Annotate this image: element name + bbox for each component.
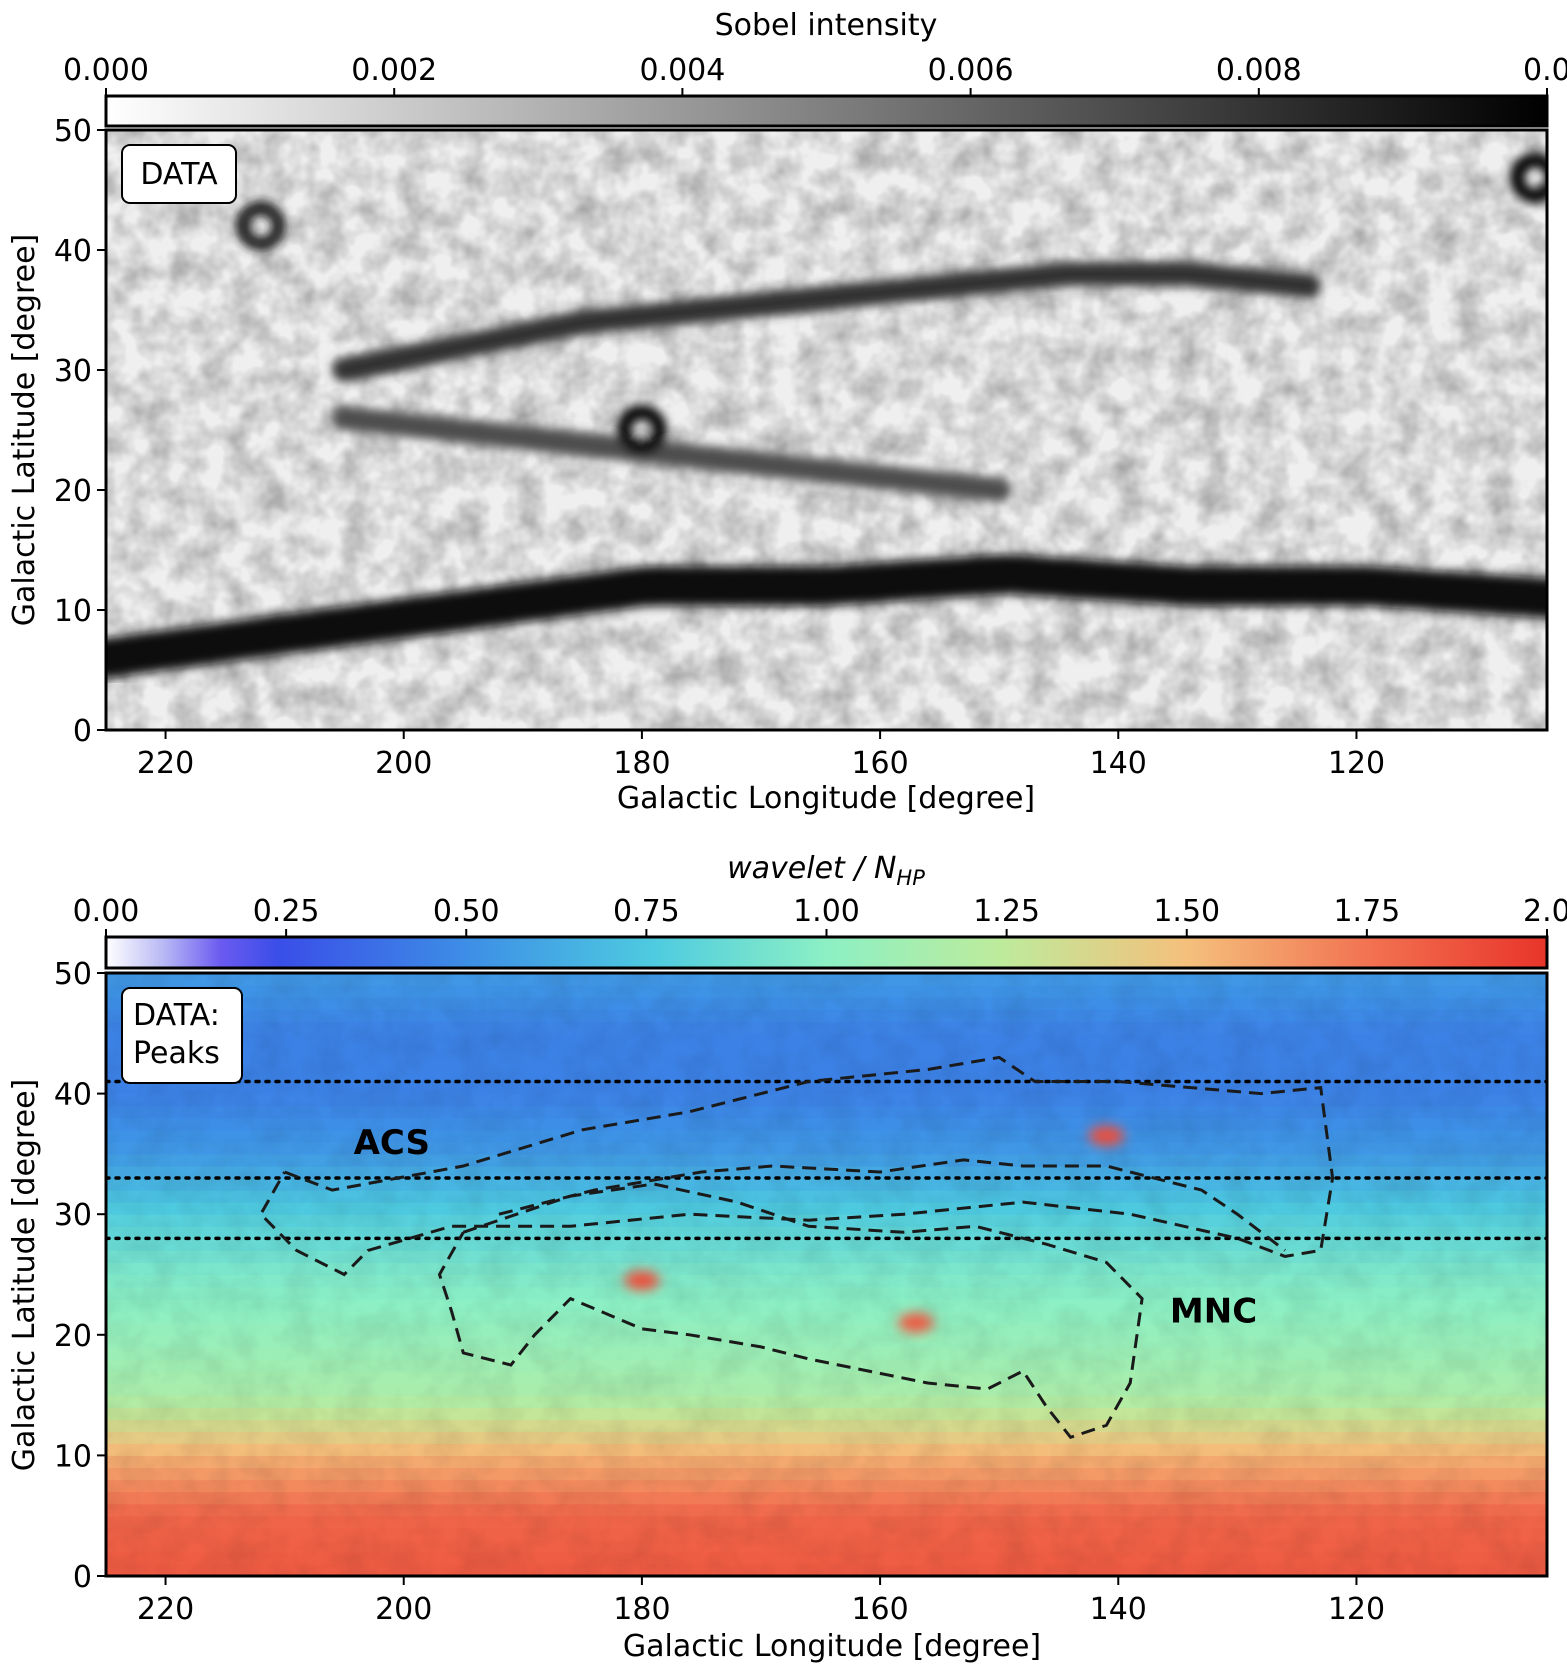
y-tick-label: 50: [54, 957, 92, 992]
y-tick-label: 0: [73, 714, 92, 749]
inset-box-bottom: [121, 987, 243, 1084]
xticks-bottom: 220 200 180 160 140 120: [137, 1576, 1385, 1627]
region-annotations: ACS MNC: [354, 1123, 1258, 1332]
plot-frame-top: [104, 128, 1549, 732]
panel-sobel: Sobel intensity 0.000 0.002 0.004 0.006 0.00…: [7, 8, 1567, 816]
colorbar-tick-label: 0.75: [613, 894, 680, 929]
y-tick-label: 10: [54, 1439, 92, 1474]
y-tick-label: 30: [54, 1198, 92, 1233]
colorbar-tick-label: 0.00: [73, 894, 140, 929]
colorbar-tick-label: 2.0: [1523, 894, 1567, 929]
hot-spot: [897, 1312, 934, 1333]
colorbar-tick-label: 1.00: [793, 894, 860, 929]
x-tick-label: 120: [1328, 1592, 1385, 1627]
hot-spot: [1088, 1125, 1125, 1146]
colorbar-ticks-bottom: 0.00 0.25 0.50 0.75 1.00 1.25 1.50 1.75 2.0: [73, 894, 1567, 937]
inset-box-top: [121, 144, 237, 204]
x-tick-label: 220: [137, 746, 194, 781]
x-tick-label: 140: [1090, 1592, 1147, 1627]
colorbar-tick-label: 1.50: [1153, 894, 1220, 929]
annotation-acs: ACS: [354, 1123, 430, 1163]
colorbar-tick-label: 0.002: [351, 53, 437, 88]
panel-wavelet: wavelet / NHP 0.00 0.25 0.50 0.75 1.00 1.25 1.…: [7, 851, 1567, 1664]
y-tick-label: 0: [73, 1560, 92, 1595]
x-tick-label: 160: [851, 1592, 908, 1627]
contour-outer: [258, 1055, 1335, 1277]
inset-label-top: DATA: [140, 157, 218, 192]
plot-frame-bottom: [104, 971, 1549, 1578]
sobel-spot: [1510, 153, 1547, 203]
x-tick-label: 200: [375, 746, 432, 781]
xlabel-bottom: Galactic Longitude [degree]: [623, 1629, 1041, 1664]
ylabel-top: Galactic Latitude [degree]: [7, 234, 42, 627]
y-tick-label: 20: [54, 474, 92, 509]
x-tick-label: 200: [375, 1592, 432, 1627]
colorbar-tick-label: 1.75: [1333, 894, 1400, 929]
ylabel-bottom: Galactic Latitude [degree]: [7, 1079, 42, 1472]
colorbar-bottom: [104, 935, 1549, 970]
sobel-spot: [616, 405, 667, 455]
contours: [258, 1055, 1335, 1440]
x-tick-label: 180: [613, 1592, 670, 1627]
contour-inner-upper: [498, 1158, 1286, 1252]
xticks-top: 220 200 180 160 140 120: [137, 730, 1385, 781]
colorbar-tick-label: 0.50: [433, 894, 500, 929]
sobel-band: [332, 406, 1012, 502]
inset-label-bottom-line2: Peaks: [133, 1036, 220, 1071]
yticks-top: 0 10 20 30 40 50: [54, 114, 106, 749]
colorbar-tick-label: 0.25: [253, 894, 320, 929]
sobel-band: [106, 553, 1547, 678]
colorbar-ticks-top: 0.000 0.002 0.004 0.006 0.008 0.01: [63, 53, 1567, 96]
y-tick-label: 10: [54, 594, 92, 629]
xlabel-top: Galactic Longitude [degree]: [617, 781, 1035, 816]
y-tick-label: 40: [54, 234, 92, 269]
colorbar-label-top: Sobel intensity: [715, 8, 938, 43]
colorbar-label-bottom: wavelet / NHP: [727, 851, 925, 890]
y-tick-label: 20: [54, 1319, 92, 1354]
colorbar-tick-label: 0.006: [928, 53, 1014, 88]
x-tick-label: 180: [613, 746, 670, 781]
y-tick-label: 30: [54, 354, 92, 389]
yticks-bottom: 0 10 20 30 40 50: [54, 957, 106, 1595]
y-tick-label: 50: [54, 114, 92, 149]
latitude-lines: [106, 1079, 1547, 1241]
hot-spot: [623, 1270, 660, 1291]
colorbar-tick-label: 0.004: [639, 53, 725, 88]
colorbar-tick-label: 0.000: [63, 53, 149, 88]
texture-bottom: [106, 973, 1547, 1576]
inset-label-bottom-line1: DATA:: [133, 998, 220, 1033]
x-tick-label: 160: [851, 746, 908, 781]
colorbar-tick-label: 0.008: [1216, 53, 1302, 88]
x-tick-label: 140: [1090, 746, 1147, 781]
colorbar-top: [104, 94, 1549, 128]
x-tick-label: 220: [137, 1592, 194, 1627]
sobel-band: [332, 262, 1321, 382]
colorbar-tick-label: 0.01: [1523, 53, 1567, 88]
x-tick-label: 120: [1328, 746, 1385, 781]
annotation-mnc: MNC: [1170, 1292, 1257, 1332]
colorbar-tick-label: 1.25: [973, 894, 1040, 929]
y-tick-label: 40: [54, 1078, 92, 1113]
sobel-spot: [235, 201, 286, 251]
